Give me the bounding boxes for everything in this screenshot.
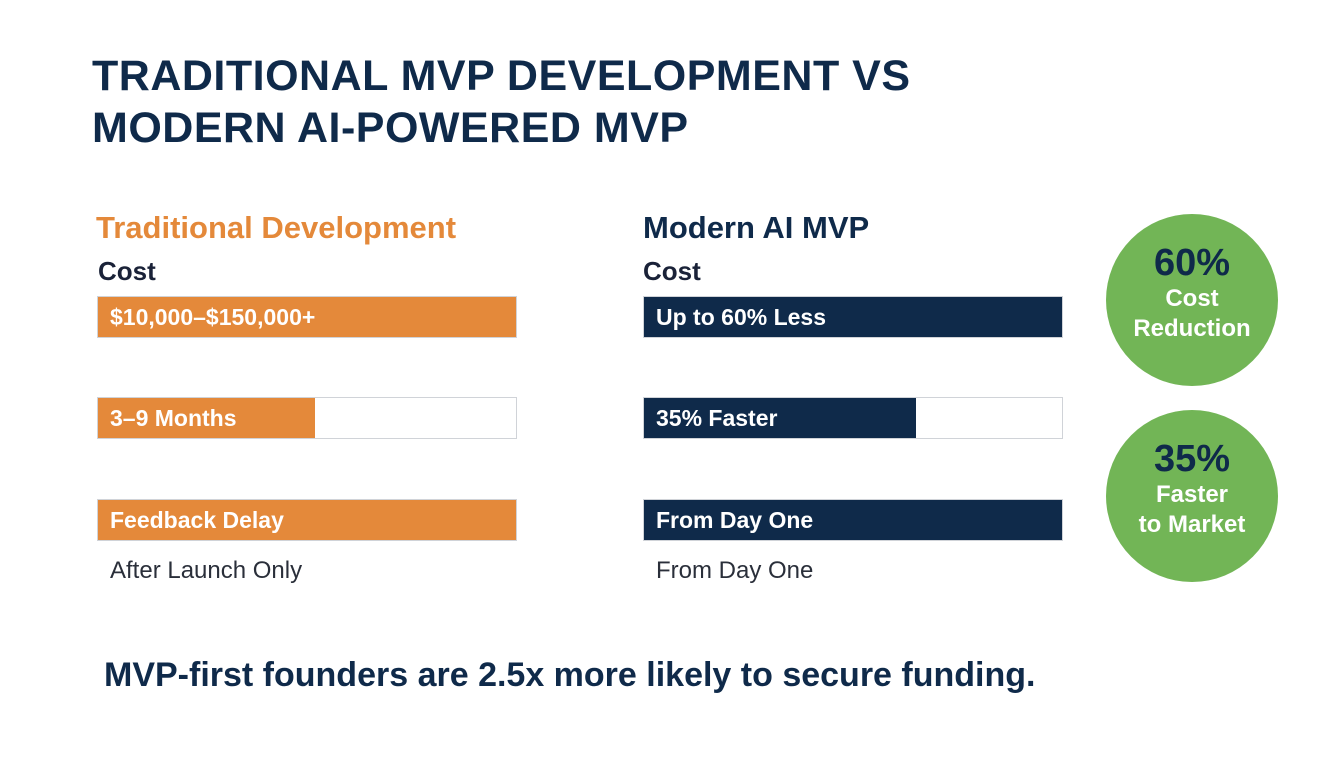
- title-line-2: MODERN AI-POWERED MVP: [92, 104, 689, 152]
- modern-heading: Modern AI MVP: [643, 210, 870, 245]
- traditional-cost-label: Cost: [98, 256, 156, 286]
- traditional-bar-cost-fill: [98, 297, 516, 337]
- modern-bar-cost-fill: [644, 297, 1062, 337]
- traditional-bar-cost-label: $10,000–$150,000+: [110, 304, 316, 330]
- modern-bar-time: 35% Faster: [643, 397, 1063, 439]
- modern-bar-feedback-fill: [644, 500, 1062, 540]
- modern-cost-label: Cost: [643, 256, 701, 286]
- cost-reduction-caption-2: Reduction: [1133, 315, 1251, 342]
- traditional-heading: Traditional Development: [96, 210, 457, 245]
- faster-to-market-badge: 35% Faster to Market: [1106, 410, 1278, 582]
- page-title: TRADITIONAL MVP DEVELOPMENT VS MODERN AI…: [92, 50, 911, 154]
- modern-feedback-note: From Day One: [656, 557, 814, 584]
- modern-bar-time-fill: [644, 398, 916, 438]
- modern-bar-feedback-label: From Day One: [656, 507, 814, 533]
- title-line-1: TRADITIONAL MVP DEVELOPMENT VS: [92, 52, 911, 100]
- cost-reduction-value: 60%: [1153, 242, 1231, 284]
- traditional-bar-cost: $10,000–$150,000+: [97, 296, 517, 338]
- faster-to-market-value: 35%: [1153, 438, 1231, 480]
- modern-bar-time-label: 35% Faster: [656, 405, 778, 431]
- traditional-bar-time-fill: [98, 398, 316, 438]
- faster-to-market-caption-2: to Market: [1138, 511, 1246, 538]
- faster-to-market-caption-1: Faster: [1155, 481, 1229, 508]
- traditional-bar-time-label: 3–9 Months: [110, 405, 237, 431]
- funding-statement: MVP-first founders are 2.5x more likely …: [104, 656, 1036, 694]
- traditional-feedback-note: After Launch Only: [110, 557, 303, 584]
- modern-bar-cost: Up to 60% Less: [643, 296, 1063, 338]
- traditional-bar-feedback-label: Feedback Delay: [110, 507, 284, 533]
- cost-reduction-caption-1: Cost: [1165, 285, 1219, 312]
- traditional-bar-time: 3–9 Months: [97, 397, 517, 439]
- traditional-bar-feedback: Feedback Delay: [97, 499, 517, 541]
- cost-reduction-badge: 60% Cost Reduction: [1106, 214, 1278, 386]
- traditional-bar-feedback-fill: [98, 500, 516, 540]
- modern-bar-cost-label: Up to 60% Less: [656, 304, 826, 330]
- modern-bar-feedback: From Day One: [643, 499, 1063, 541]
